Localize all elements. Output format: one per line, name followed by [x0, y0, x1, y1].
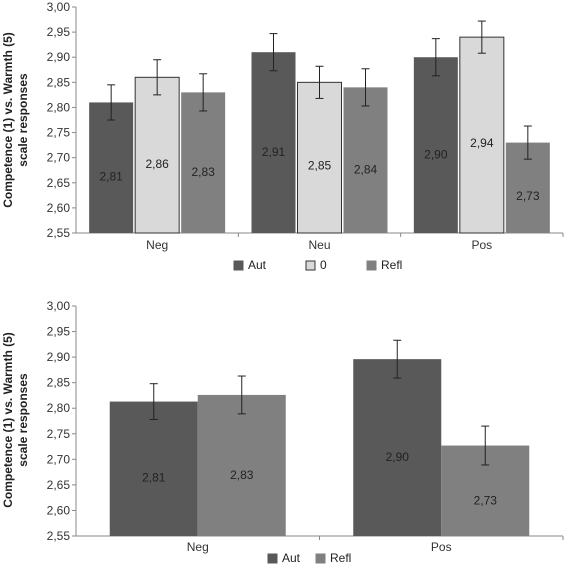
- legend-label-0: 0: [320, 258, 327, 272]
- y-tick-label: 2,80: [47, 401, 71, 415]
- y-tick-label: 2,85: [47, 376, 71, 390]
- legend-swatch-refl: [315, 553, 326, 564]
- y-tick-label: 2,55: [47, 529, 71, 543]
- bar-refl-neg: [181, 92, 226, 233]
- x-category-label: Neg: [146, 238, 168, 252]
- y-axis-label-line2: scale responses: [16, 373, 30, 467]
- data-label: 2,90: [386, 450, 410, 464]
- bar-refl-neg: [197, 394, 286, 536]
- y-tick-label: 2,75: [47, 427, 71, 441]
- y-tick-label: 2,85: [47, 75, 71, 89]
- y-tick-label: 2,55: [47, 226, 71, 240]
- legend-swatch-aut: [233, 260, 244, 271]
- y-tick-label: 2,65: [47, 478, 71, 492]
- legend-swatch-refl: [366, 260, 377, 271]
- data-label: 2,81: [142, 471, 166, 485]
- data-label: 2,73: [516, 189, 540, 203]
- data-label: 2,85: [308, 159, 332, 173]
- bar-0-neg: [134, 76, 180, 234]
- x-category-label: Neu: [308, 238, 330, 252]
- x-category-label: Pos: [471, 238, 492, 252]
- y-tick-label: 2,60: [47, 503, 71, 517]
- legend-swatch-0: [305, 260, 316, 271]
- legend-swatch-aut: [267, 553, 278, 564]
- legend-label-aut: Aut: [248, 258, 267, 272]
- y-axis-label-line2: scale responses: [16, 73, 30, 167]
- chart-bottom: 2,55 2,60 2,65 2,70 2,75 2,80 2,85 2,90 2,95 3,00…: [1, 299, 564, 565]
- bar-aut-neu: [251, 52, 296, 234]
- x-category-label: Pos: [431, 540, 452, 554]
- y-tick-label: 2,70: [47, 452, 71, 466]
- data-label: 2,94: [470, 136, 494, 150]
- bar-0-pos: [459, 36, 505, 234]
- y-tick-label: 2,70: [47, 151, 71, 165]
- y-tick-label: 2,60: [47, 201, 71, 215]
- data-label: 2,81: [99, 170, 123, 184]
- data-label: 2,73: [474, 493, 498, 507]
- y-tick-label: 2,95: [47, 25, 71, 39]
- y-tick-label: 3,00: [47, 0, 71, 14]
- chart-top: 2,55 2,60 2,65 2,70 2,75 2,80 2,85 2,90 2,95 3,00…: [1, 0, 564, 272]
- y-tick-label: 2,90: [47, 50, 71, 64]
- y-axis-label-line1: Competence (1) vs. Warmth (5): [1, 332, 15, 508]
- data-label: 2,86: [145, 157, 169, 171]
- y-tick-label: 2,80: [47, 100, 71, 114]
- bar-aut-neg: [89, 102, 134, 233]
- y-tick-label: 2,75: [47, 126, 71, 140]
- data-label: 2,84: [354, 162, 378, 176]
- bar-0-neu: [297, 81, 342, 234]
- data-label: 2,83: [191, 165, 215, 179]
- bar-aut-neg: [109, 401, 198, 536]
- y-tick-label: 3,00: [47, 299, 71, 313]
- legend-label-aut: Aut: [282, 551, 301, 565]
- data-label: 2,91: [262, 145, 286, 159]
- y-tick-label: 2,65: [47, 176, 71, 190]
- y-tick-label: 2,95: [47, 325, 71, 339]
- y-axis-label: Competence (1) vs. Warmth (5)scale respo…: [1, 32, 30, 208]
- bar-refl-neu: [343, 87, 388, 233]
- legend-label-refl: Refl: [381, 258, 402, 272]
- data-label: 2,83: [230, 468, 254, 482]
- y-axis-label: Competence (1) vs. Warmth (5)scale respo…: [1, 332, 30, 508]
- bar-aut-pos: [413, 57, 458, 233]
- data-label: 2,90: [424, 147, 448, 161]
- y-tick-label: 2,90: [47, 350, 71, 364]
- x-category-label: Neg: [187, 540, 209, 554]
- legend-label-refl: Refl: [330, 551, 351, 565]
- bar-aut-pos: [353, 359, 442, 536]
- y-axis-label-line1: Competence (1) vs. Warmth (5): [1, 32, 15, 208]
